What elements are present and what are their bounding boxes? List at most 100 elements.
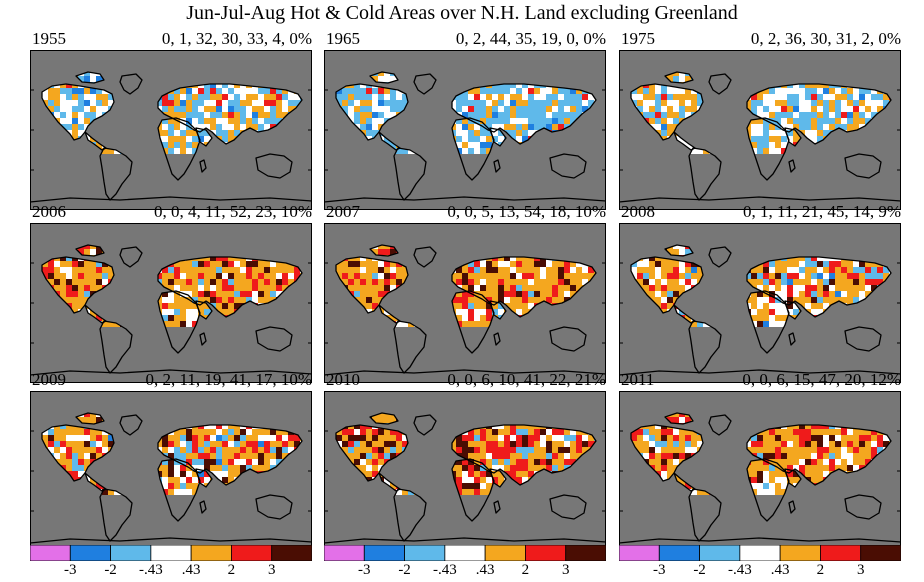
anomaly-cell (685, 100, 691, 106)
anomaly-cell (54, 273, 60, 279)
anomaly-cell (354, 88, 360, 94)
anomaly-cell (354, 441, 360, 447)
anomaly-cell (534, 267, 540, 273)
anomaly-cell (234, 118, 240, 124)
anomaly-cell (360, 112, 366, 118)
anomaly-cell (168, 124, 174, 130)
anomaly-cell (667, 130, 673, 136)
panel-year-label: 2009 (32, 370, 66, 389)
anomaly-cell (847, 88, 853, 94)
anomaly-cell (216, 441, 222, 447)
anomaly-cell (108, 321, 114, 327)
anomaly-cell (222, 453, 228, 459)
anomaly-cell (516, 297, 522, 303)
anomaly-cell (769, 112, 775, 118)
anomaly-cell (552, 267, 558, 273)
anomaly-cell (787, 94, 793, 100)
anomaly-cell (240, 297, 246, 303)
anomaly-cell (576, 112, 582, 118)
anomaly-cell (96, 441, 102, 447)
anomaly-cell (372, 291, 378, 297)
anomaly-cell (174, 447, 180, 453)
anomaly-cell (757, 315, 763, 321)
anomaly-cell (799, 279, 805, 285)
anomaly-cell (264, 106, 270, 112)
anomaly-cell (805, 291, 811, 297)
anomaly-cell (522, 100, 528, 106)
anomaly-cell (763, 279, 769, 285)
anomaly-cell (588, 435, 594, 441)
anomaly-cell (528, 297, 534, 303)
anomaly-cell (510, 273, 516, 279)
anomaly-cell (180, 447, 186, 453)
anomaly-cell (504, 124, 510, 130)
anomaly-cell (60, 88, 66, 94)
anomaly-cell (486, 279, 492, 285)
anomaly-cell (757, 321, 763, 327)
anomaly-cell (763, 136, 769, 142)
coastline-eurasia (451, 256, 597, 318)
anomaly-cell (192, 136, 198, 142)
anomaly-cell (372, 441, 378, 447)
anomaly-cell (492, 279, 498, 285)
anomaly-cell (90, 429, 96, 435)
anomaly-cell (192, 447, 198, 453)
anomaly-cell (576, 261, 582, 267)
anomaly-cell (667, 76, 673, 82)
anomaly-cell (228, 435, 234, 441)
anomaly-cell (180, 106, 186, 112)
anomaly-cell (516, 279, 522, 285)
anomaly-cell (787, 309, 793, 315)
anomaly-cell (234, 285, 240, 291)
anomaly-cell (661, 94, 667, 100)
anomaly-cell (192, 321, 198, 327)
anomaly-cell (180, 435, 186, 441)
anomaly-cell (60, 279, 66, 285)
anomaly-cell (192, 106, 198, 112)
anomaly-cell (474, 94, 480, 100)
anomaly-cell (847, 291, 853, 297)
anomaly-cell (270, 285, 276, 291)
anomaly-cell (378, 285, 384, 291)
anomaly-cell (480, 303, 486, 309)
anomaly-cell (775, 285, 781, 291)
anomaly-cell (492, 291, 498, 297)
anomaly-cell (757, 273, 763, 279)
anomaly-cell (781, 273, 787, 279)
anomaly-cell (528, 118, 534, 124)
anomaly-cell (66, 124, 72, 130)
anomaly-cell (54, 112, 60, 118)
anomaly-cell (186, 267, 192, 273)
anomaly-cell (210, 255, 216, 261)
anomaly-cell (637, 273, 643, 279)
anomaly-cell (402, 273, 408, 279)
anomaly-cell (673, 261, 679, 267)
anomaly-cell (534, 285, 540, 291)
anomaly-cell (829, 88, 835, 94)
land-south-america (100, 321, 132, 373)
anomaly-cell (168, 297, 174, 303)
anomaly-cell (162, 106, 168, 112)
anomaly-cell (522, 94, 528, 100)
anomaly-cell (811, 124, 817, 130)
anomaly-cell (865, 285, 871, 291)
anomaly-cell (162, 291, 168, 297)
anomaly-cell (258, 291, 264, 297)
land-antarctica (324, 197, 606, 210)
anomaly-cell (655, 261, 661, 267)
anomaly-cell (192, 489, 198, 495)
anomaly-cell (276, 112, 282, 118)
anomaly-cell (192, 88, 198, 94)
anomaly-cell (570, 118, 576, 124)
anomaly-cell (841, 285, 847, 291)
land-australia (256, 154, 292, 178)
anomaly-cell (402, 100, 408, 106)
anomaly-cell (751, 106, 757, 112)
land-australia (550, 495, 586, 519)
anomaly-cell (192, 130, 198, 136)
anomaly-cell (781, 94, 787, 100)
anomaly-cell (787, 279, 793, 285)
anomaly-cell (534, 261, 540, 267)
anomaly-cell (72, 279, 78, 285)
anomaly-cell (492, 100, 498, 106)
